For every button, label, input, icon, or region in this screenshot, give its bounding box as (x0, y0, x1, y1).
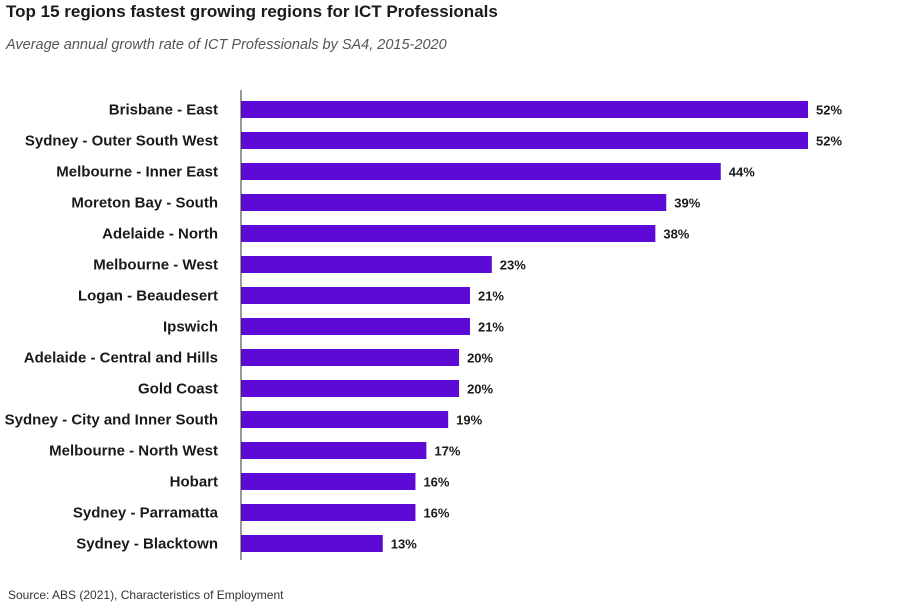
bar (241, 287, 470, 304)
bar (241, 225, 656, 242)
category-label: Hobart (170, 474, 218, 491)
category-label: Brisbane - East (109, 102, 218, 119)
category-label: Ipswich (163, 319, 218, 336)
category-label: Adelaide - North (102, 226, 218, 243)
category-label: Gold Coast (138, 381, 218, 398)
value-label: 23% (500, 258, 526, 273)
category-label: Melbourne - Inner East (56, 164, 218, 181)
value-label: 19% (456, 413, 482, 428)
value-label: 13% (391, 537, 417, 552)
bar (241, 318, 470, 335)
value-label: 52% (816, 134, 842, 149)
category-label: Sydney - Outer South West (25, 133, 218, 150)
bar (241, 132, 808, 149)
value-label: 16% (423, 475, 449, 490)
bar (241, 163, 721, 180)
value-label: 16% (423, 506, 449, 521)
source-note: Source: ABS (2021), Characteristics of E… (8, 588, 284, 602)
category-label: Sydney - Blacktown (76, 536, 218, 553)
value-label: 38% (663, 227, 689, 242)
category-label: Adelaide - Central and Hills (24, 350, 218, 367)
category-label: Logan - Beaudesert (78, 288, 218, 305)
value-label: 21% (478, 289, 504, 304)
bar (241, 504, 416, 521)
value-label: 17% (434, 444, 460, 459)
bar (241, 194, 667, 211)
chart-title: Top 15 regions fastest growing regions f… (6, 2, 498, 21)
bar (241, 101, 808, 118)
bar (241, 411, 449, 428)
bar (241, 473, 416, 490)
value-label: 44% (729, 165, 755, 180)
chart-subtitle: Average annual growth rate of ICT Profes… (6, 37, 447, 53)
value-label: 21% (478, 320, 504, 335)
bar (241, 349, 460, 366)
bar (241, 442, 427, 459)
category-label: Moreton Bay - South (71, 195, 218, 212)
category-label: Sydney - City and Inner South (5, 412, 218, 429)
value-label: 52% (816, 103, 842, 118)
value-label: 39% (674, 196, 700, 211)
value-label: 20% (467, 351, 493, 366)
value-label: 20% (467, 382, 493, 397)
category-label: Sydney - Parramatta (73, 505, 219, 522)
bar (241, 256, 492, 273)
bar (241, 535, 383, 552)
category-label: Melbourne - West (93, 257, 218, 274)
category-label: Melbourne - North West (49, 443, 218, 460)
bar (241, 380, 460, 397)
